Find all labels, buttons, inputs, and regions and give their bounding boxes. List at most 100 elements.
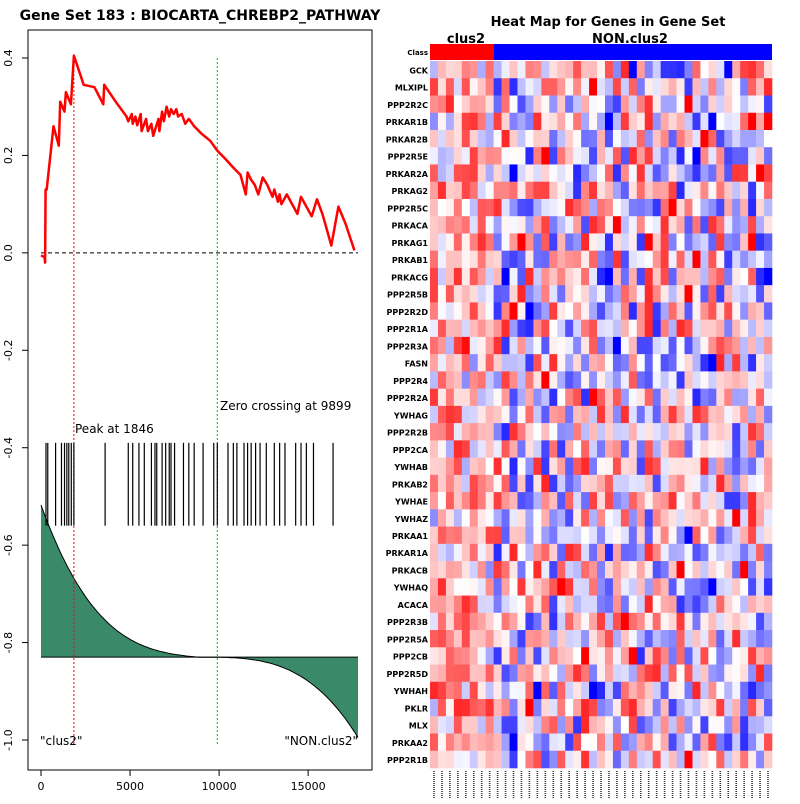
heat-cell bbox=[708, 664, 717, 683]
heat-cell bbox=[557, 440, 566, 458]
heat-cell bbox=[541, 474, 550, 493]
heat-cell bbox=[612, 267, 622, 286]
heat-cell bbox=[533, 750, 542, 769]
heat-cell bbox=[493, 181, 502, 200]
heat-cell bbox=[684, 388, 693, 407]
heat-cell bbox=[652, 302, 661, 320]
y-tick-label: 0.4 bbox=[2, 49, 15, 67]
heat-cell bbox=[445, 578, 455, 596]
heat-cell bbox=[684, 630, 693, 648]
heat-cell bbox=[565, 250, 574, 269]
heat-cell bbox=[644, 147, 653, 165]
heat-cell bbox=[724, 112, 733, 131]
heat-cell bbox=[501, 250, 510, 269]
heat-cell bbox=[740, 750, 749, 769]
heat-cell bbox=[565, 371, 574, 389]
x-tick-label: 15000 bbox=[291, 780, 326, 793]
heat-cell bbox=[485, 750, 494, 769]
heat-cell bbox=[461, 716, 471, 734]
heat-cell bbox=[716, 371, 725, 389]
heat-cell bbox=[589, 681, 598, 700]
gene-label: PPP2R5C bbox=[387, 204, 428, 213]
heat-cell bbox=[525, 423, 534, 441]
heat-cell bbox=[589, 233, 598, 251]
heat-cell bbox=[692, 595, 701, 614]
heat-cell bbox=[748, 112, 757, 131]
heat-cell bbox=[437, 129, 447, 148]
heat-cell bbox=[644, 750, 653, 769]
heat-cell bbox=[692, 423, 701, 441]
heat-cell bbox=[517, 681, 526, 700]
heat-cell bbox=[430, 233, 439, 251]
heat-cell bbox=[708, 250, 717, 269]
heat-cell bbox=[716, 630, 725, 648]
heat-cell bbox=[501, 78, 510, 96]
heat-cell bbox=[430, 371, 439, 389]
heat-cell bbox=[581, 302, 590, 320]
heat-cell bbox=[716, 405, 725, 424]
heat-cell bbox=[445, 129, 455, 148]
heat-cell bbox=[565, 647, 574, 665]
heat-cell bbox=[652, 474, 661, 493]
heat-cell bbox=[748, 233, 757, 251]
heat-cell bbox=[708, 233, 717, 251]
heat-cell bbox=[636, 578, 646, 596]
heat-cell bbox=[748, 129, 757, 148]
heat-cell bbox=[644, 509, 653, 527]
heat-cell bbox=[430, 285, 439, 303]
heat-cell bbox=[692, 129, 701, 148]
heat-cell bbox=[740, 733, 749, 752]
heat-cell bbox=[652, 750, 661, 769]
heat-cell bbox=[509, 474, 518, 493]
heat-cell bbox=[716, 526, 725, 545]
heat-cell bbox=[644, 164, 653, 182]
heat-cell bbox=[501, 440, 510, 458]
heat-cell bbox=[461, 388, 471, 407]
heat-cell bbox=[461, 302, 471, 320]
heat-cell bbox=[493, 578, 502, 596]
heat-cell bbox=[430, 164, 439, 182]
heat-cell bbox=[668, 647, 677, 665]
heat-cell bbox=[700, 181, 709, 200]
heat-cell bbox=[453, 198, 463, 217]
heatmap: Heat Map for Genes in Gene Set clus2 NON… bbox=[386, 15, 773, 798]
heat-cell bbox=[668, 492, 677, 510]
heat-cell bbox=[565, 129, 574, 148]
heat-cell bbox=[453, 699, 463, 717]
heat-cell bbox=[597, 578, 606, 596]
heat-cell bbox=[469, 319, 479, 338]
heat-cell bbox=[477, 112, 486, 131]
heat-cell bbox=[430, 733, 439, 752]
heat-cell bbox=[509, 716, 518, 734]
heat-cell bbox=[652, 578, 661, 596]
heat-cell bbox=[485, 561, 494, 579]
heat-cell bbox=[668, 423, 677, 441]
gene-label: PPP2R1A bbox=[387, 325, 429, 334]
heat-cell bbox=[644, 78, 653, 96]
heat-cell bbox=[628, 78, 638, 96]
heat-cell bbox=[525, 164, 534, 182]
heat-cell bbox=[732, 147, 741, 165]
heat-cell bbox=[581, 78, 590, 96]
heat-cell bbox=[501, 164, 510, 182]
heat-cell bbox=[700, 112, 709, 131]
heat-cell bbox=[589, 336, 598, 355]
heat-cell bbox=[541, 492, 550, 510]
heat-cell bbox=[764, 267, 773, 286]
heat-cell bbox=[644, 61, 653, 79]
heat-cell bbox=[604, 543, 614, 562]
heat-cell bbox=[485, 336, 494, 355]
heat-cell bbox=[533, 147, 542, 165]
heat-cell bbox=[597, 78, 606, 96]
heat-cell bbox=[573, 681, 582, 700]
y-tick-label: 0.2 bbox=[2, 147, 15, 165]
heat-cell bbox=[469, 112, 479, 131]
heat-cell bbox=[597, 302, 606, 320]
heat-cell bbox=[700, 371, 709, 389]
heat-cell bbox=[453, 457, 463, 476]
heat-cell bbox=[700, 630, 709, 648]
heat-cell bbox=[644, 319, 653, 338]
heat-cell bbox=[509, 371, 518, 389]
heat-cell bbox=[748, 578, 757, 596]
heat-cell bbox=[764, 647, 773, 665]
